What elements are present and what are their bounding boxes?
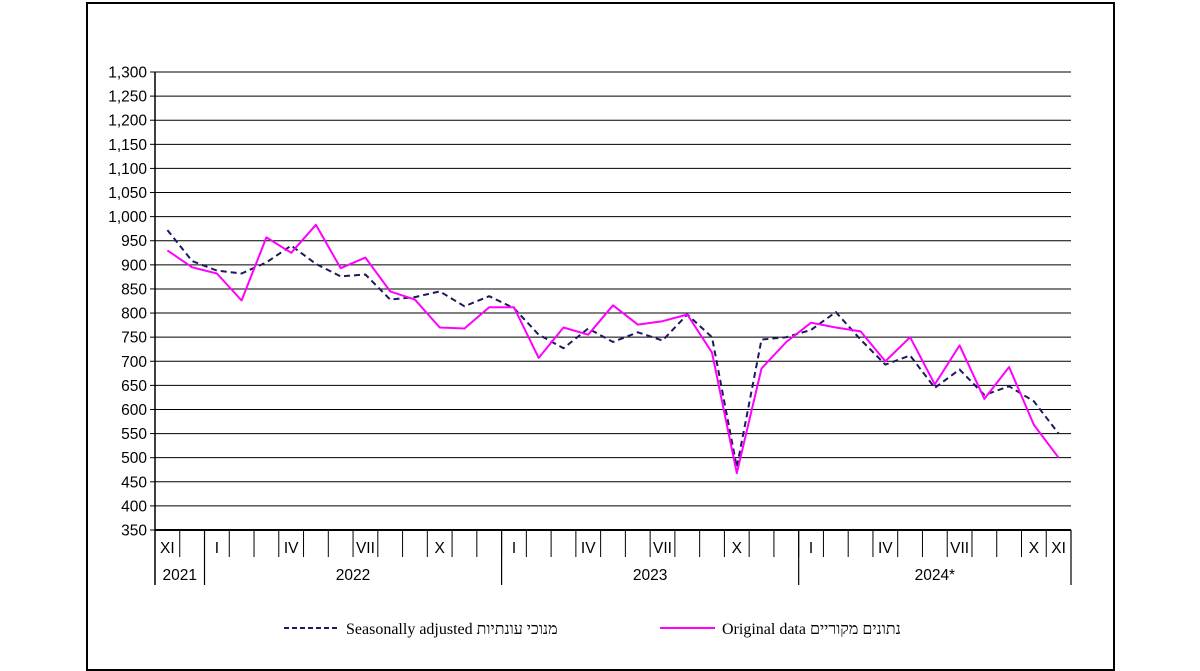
x-tick-label: IV: [581, 540, 596, 557]
y-tick-label: 450: [121, 474, 147, 491]
legend-label: Seasonally adjusted מנוכי עונתיות: [346, 621, 558, 638]
series-line-original: [166, 223, 1060, 475]
y-tick-label: 1,250: [108, 89, 147, 106]
legend-label: Original data נתונים מקוריים: [722, 621, 901, 638]
x-tick-label: I: [215, 540, 219, 557]
x-tick-label: I: [512, 540, 516, 557]
y-tick-label: 550: [121, 426, 147, 443]
x-tick-label: X: [732, 540, 743, 557]
y-tick-label: 1,000: [108, 209, 147, 226]
x-tick-label: XI: [1051, 540, 1066, 557]
x-tick-label: IV: [878, 540, 893, 557]
year-label: 2023: [633, 567, 667, 584]
y-tick-label: 600: [121, 402, 147, 419]
x-tick-label: X: [1029, 540, 1040, 557]
x-tick-label: XI: [160, 540, 175, 557]
y-tick-label: 850: [121, 281, 147, 298]
y-tick-label: 1,050: [108, 185, 147, 202]
y-tick-label: 650: [121, 378, 147, 395]
y-tick-label: 1,300: [108, 65, 147, 82]
series-line-seasonally-adjusted: [166, 229, 1060, 469]
chart-frame: [86, 2, 1115, 671]
y-tick-label: 1,150: [108, 137, 147, 154]
y-tick-label: 800: [121, 306, 147, 323]
year-label: 2022: [336, 567, 370, 584]
y-tick-label: 700: [121, 354, 147, 371]
y-tick-label: 1,200: [108, 113, 147, 130]
year-label: 2024*: [915, 567, 956, 584]
year-label: 2021: [163, 567, 197, 584]
x-tick-label: I: [809, 540, 813, 557]
y-tick-label: 750: [121, 330, 147, 347]
x-tick-label: VII: [653, 540, 672, 557]
y-tick-label: 1,100: [108, 161, 147, 178]
x-tick-label: VII: [356, 540, 375, 557]
y-tick-label: 500: [121, 450, 147, 467]
x-tick-label: IV: [284, 540, 299, 557]
y-tick-label: 900: [121, 257, 147, 274]
y-tick-label: 350: [121, 523, 147, 540]
y-tick-label: 400: [121, 498, 147, 515]
x-tick-label: VII: [950, 540, 969, 557]
y-tick-label: 950: [121, 233, 147, 250]
x-tick-label: X: [435, 540, 446, 557]
